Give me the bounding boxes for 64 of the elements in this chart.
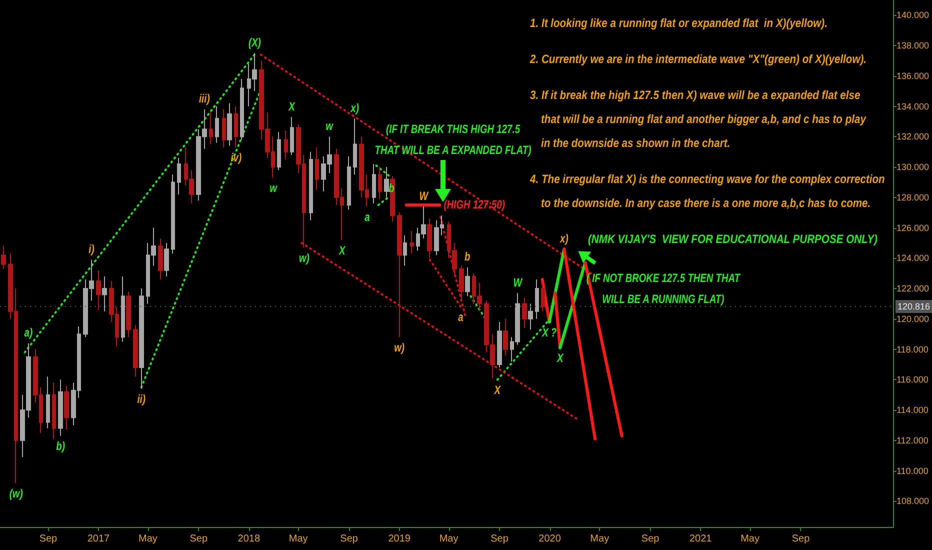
annotation: a): [24, 326, 33, 340]
annotation: 1. It looking like a running flat or expanded flat in X)(yellow).: [530, 18, 828, 30]
annotation: a: [364, 210, 370, 224]
annotation: 3. If it break the high 127.5 then X) wave will be a expanded flat else that will be a running flat and another bigger a,b, and c has to play in the downside as shown in the chart.: [530, 90, 867, 150]
annotation: w): [394, 341, 405, 355]
annotation: X: [338, 244, 346, 258]
y-tick-label: 114.000: [896, 405, 928, 416]
y-tick-label: 122.000: [896, 284, 930, 294]
x-tick-label: Sep: [39, 534, 58, 544]
x-tick-label: May: [288, 534, 308, 544]
annotation: X ?: [541, 326, 557, 340]
y-tick-label: 132.000: [896, 132, 930, 142]
annotation: ii): [137, 393, 146, 406]
annotation: w: [326, 120, 334, 134]
annotation: b: [464, 250, 471, 264]
y-tick-label: 116.000: [896, 374, 928, 385]
annotation: (w): [9, 487, 24, 501]
x-tick-label: Sep: [340, 534, 358, 544]
annotation: x): [559, 232, 569, 246]
ref-line-label: 120.816: [897, 301, 930, 312]
annotation: X: [493, 384, 502, 398]
annotation: 2. Currently we are in the intermediate wave "X"(green) of X)(yellow).: [529, 54, 867, 66]
x-tick-label: Sep: [190, 534, 208, 544]
y-tick-label: 128.000: [896, 192, 930, 202]
annotation: (X): [248, 36, 262, 50]
annotation: w): [298, 252, 310, 266]
annotation: iii): [198, 92, 210, 106]
x-tick-label: 2021: [689, 534, 712, 544]
x-tick-label: May: [439, 534, 458, 544]
x-tick-label: 2017: [87, 534, 110, 544]
annotation: iv): [230, 152, 242, 166]
annotation: w: [270, 182, 278, 196]
y-tick-label: 136.000: [896, 70, 930, 81]
y-tick-label: 118.000: [896, 344, 928, 354]
x-tick-label: 2020: [538, 534, 562, 544]
x-tick-label: 2018: [238, 534, 260, 544]
x-tick-label: Sep: [792, 534, 810, 544]
y-tick-label: 112.000: [896, 435, 928, 446]
annotation: 4. The irregular flat X) is the connecting wave for the complex correction to the downside. In any case there is a one more a,b,c has to come.: [529, 174, 885, 210]
y-tick-label: 124.000: [896, 253, 930, 264]
y-tick-label: 108.000: [896, 496, 930, 506]
x-tick-label: May: [590, 534, 610, 544]
annotation: X: [288, 100, 296, 114]
annotation: (NMK VIJAY'S VIEW FOR EDUCATIONAL PURPOSE ONLY): [588, 234, 878, 246]
x-tick-label: Sep: [490, 534, 509, 544]
y-tick-label: 130.000: [896, 162, 930, 172]
annotation: a: [458, 311, 464, 324]
annotation: b): [56, 440, 66, 454]
annotation: (HIGH 127:50): [444, 198, 506, 212]
x-tick-label: May: [138, 534, 158, 544]
y-tick-label: 138.000: [896, 40, 930, 51]
annotation: W: [419, 190, 429, 204]
annotation: X: [556, 352, 564, 366]
annotation: x): [350, 102, 360, 116]
x-tick-label: 2019: [388, 534, 411, 544]
x-tick-label: May: [740, 534, 760, 544]
annotation: W: [513, 276, 523, 290]
y-tick-label: 140.000: [896, 10, 930, 20]
y-tick-label: 134.000: [896, 101, 930, 112]
y-tick-label: 126.000: [896, 222, 930, 233]
y-tick-label: 110.000: [896, 466, 928, 476]
annotation: i): [88, 243, 95, 256]
y-tick-label: 120.000: [896, 314, 930, 324]
x-tick-label: Sep: [641, 534, 660, 544]
